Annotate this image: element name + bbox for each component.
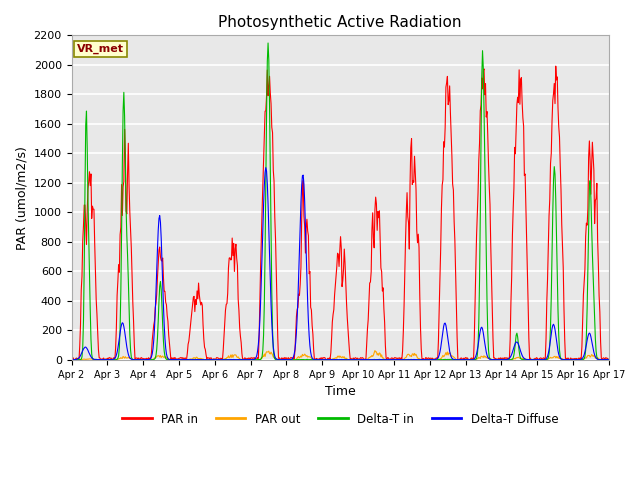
Delta-T in xyxy=(264,40,272,46)
PAR out xyxy=(313,357,321,363)
Delta-T Diffuse xyxy=(68,357,76,362)
Delta-T in xyxy=(132,357,140,362)
Delta-T Diffuse xyxy=(262,165,269,170)
Delta-T in xyxy=(216,357,223,362)
PAR out xyxy=(216,357,223,362)
Line: Delta-T in: Delta-T in xyxy=(72,43,609,360)
Delta-T in xyxy=(68,357,76,362)
Line: PAR in: PAR in xyxy=(72,66,609,360)
PAR in xyxy=(216,355,224,361)
Delta-T Diffuse xyxy=(188,357,195,362)
Delta-T in xyxy=(605,357,612,362)
Delta-T Diffuse xyxy=(407,357,415,362)
Delta-T Diffuse xyxy=(605,357,612,362)
Delta-T Diffuse xyxy=(381,357,388,363)
Legend: PAR in, PAR out, Delta-T in, Delta-T Diffuse: PAR in, PAR out, Delta-T in, Delta-T Dif… xyxy=(118,408,563,431)
PAR out xyxy=(605,357,612,362)
PAR out xyxy=(422,357,430,362)
Delta-T in xyxy=(411,357,419,363)
PAR out xyxy=(188,356,195,362)
Delta-T in xyxy=(188,357,195,362)
Delta-T in xyxy=(77,356,85,362)
PAR in xyxy=(406,181,414,187)
Text: VR_met: VR_met xyxy=(77,44,124,54)
Title: Photosynthetic Active Radiation: Photosynthetic Active Radiation xyxy=(218,15,462,30)
Y-axis label: PAR (umol/m2/s): PAR (umol/m2/s) xyxy=(15,145,28,250)
PAR out xyxy=(77,357,85,362)
Delta-T Diffuse xyxy=(77,351,85,357)
PAR in xyxy=(78,273,86,279)
PAR in xyxy=(422,355,429,360)
PAR in xyxy=(134,355,141,361)
Delta-T in xyxy=(422,357,430,362)
PAR out xyxy=(132,357,140,362)
PAR in xyxy=(188,309,196,314)
Line: Delta-T Diffuse: Delta-T Diffuse xyxy=(72,168,609,360)
PAR out xyxy=(371,348,379,353)
Delta-T Diffuse xyxy=(216,357,223,362)
PAR in xyxy=(605,356,612,362)
PAR out xyxy=(68,357,76,362)
Delta-T Diffuse xyxy=(132,357,140,362)
Line: PAR out: PAR out xyxy=(72,350,609,360)
Delta-T in xyxy=(406,357,414,362)
Delta-T Diffuse xyxy=(422,357,430,362)
PAR in xyxy=(75,357,83,363)
PAR in xyxy=(68,357,76,362)
PAR out xyxy=(407,353,415,359)
PAR in xyxy=(552,63,559,69)
X-axis label: Time: Time xyxy=(324,385,356,398)
